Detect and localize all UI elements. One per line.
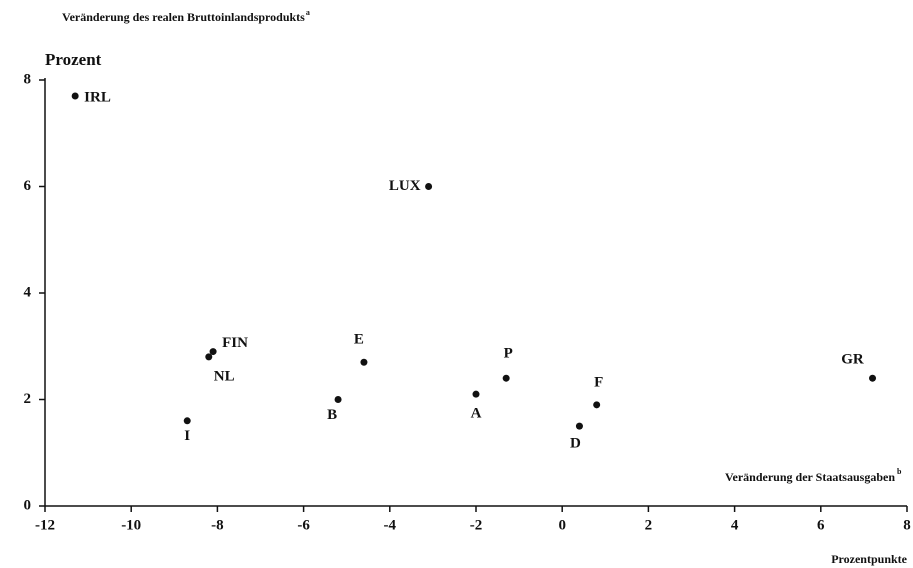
x-axis-label: Veränderung der Staatsausgaben: [725, 470, 895, 484]
x-tick-label: -6: [297, 517, 310, 533]
point: [183, 417, 191, 425]
point-label: F: [594, 374, 603, 390]
point-label: GR: [841, 352, 864, 368]
point-label: IRL: [84, 89, 111, 105]
point-label: I: [184, 428, 190, 444]
point: [869, 374, 877, 382]
x-tick-label: 2: [645, 517, 653, 533]
x-tick-label: -12: [35, 517, 55, 533]
x-tick-label: 8: [903, 517, 911, 533]
point: [360, 358, 368, 366]
point-label: D: [570, 436, 581, 452]
x-tick-label: 6: [817, 517, 825, 533]
y-tick-label: 2: [24, 391, 32, 407]
x-tick-label: -2: [470, 517, 483, 533]
x-tick-label: -8: [211, 517, 224, 533]
point-label: B: [327, 407, 337, 423]
x-axis-unit: Prozentpunkte: [831, 552, 907, 566]
point-label: E: [354, 332, 364, 348]
point: [575, 422, 583, 430]
point: [502, 374, 510, 382]
point: [593, 401, 601, 409]
title-note: a: [306, 8, 310, 17]
x-tick-label: 0: [558, 517, 566, 533]
point-label: NL: [214, 368, 235, 384]
point: [209, 348, 217, 356]
chart-title: Veränderung des realen Bruttoinlandsprod…: [62, 10, 305, 24]
y-tick-label: 6: [24, 178, 32, 194]
point-label: P: [504, 346, 513, 362]
x-tick-label: -4: [384, 517, 397, 533]
x-tick-label: -10: [121, 517, 141, 533]
x-label-note: b: [897, 467, 902, 476]
x-tick-label: 4: [731, 517, 739, 533]
y-axis-label: Prozent: [45, 50, 102, 69]
y-tick-label: 4: [24, 284, 32, 300]
point-label: LUX: [389, 178, 421, 194]
point-label: FIN: [222, 335, 248, 351]
point: [472, 390, 480, 398]
point: [334, 396, 342, 403]
point: [205, 353, 213, 361]
y-tick-label: 8: [24, 71, 32, 87]
point: [425, 183, 433, 190]
point-label: A: [471, 406, 482, 422]
point: [71, 92, 79, 100]
y-tick-label: 0: [24, 497, 32, 513]
